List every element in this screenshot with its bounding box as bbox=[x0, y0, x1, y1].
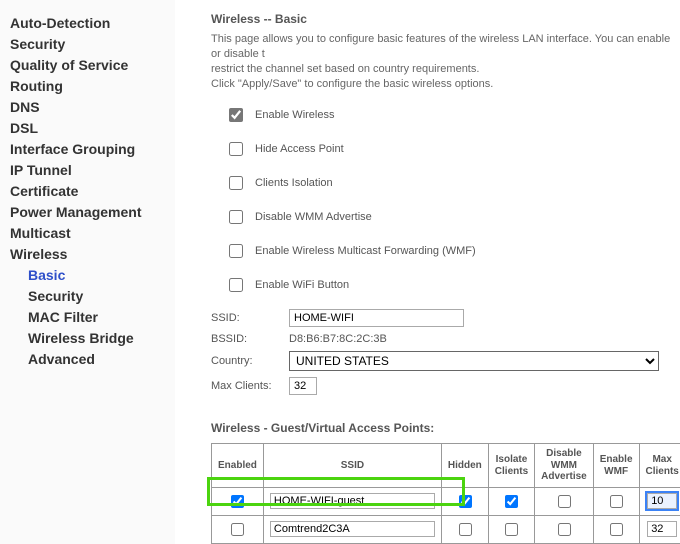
sidebar-item-routing[interactable]: Routing bbox=[10, 76, 167, 96]
guest-enabled-checkbox[interactable] bbox=[231, 495, 244, 508]
max-clients-label: Max Clients: bbox=[211, 380, 289, 392]
disable-wmm-checkbox[interactable] bbox=[229, 210, 243, 224]
guest-isolate-checkbox[interactable] bbox=[505, 523, 518, 536]
sidebar-item-power-management[interactable]: Power Management bbox=[10, 202, 167, 222]
guest-isolate-checkbox[interactable] bbox=[505, 495, 518, 508]
country-select[interactable]: UNITED STATES bbox=[289, 351, 659, 371]
sidebar-sub-mac-filter[interactable]: MAC Filter bbox=[10, 307, 167, 327]
guest-disable-wmm-checkbox[interactable] bbox=[558, 523, 571, 536]
sidebar-item-certificate[interactable]: Certificate bbox=[10, 181, 167, 201]
max-clients-row: Max Clients: bbox=[211, 377, 680, 395]
bssid-label: BSSID: bbox=[211, 333, 289, 345]
sidebar-item-interface-grouping[interactable]: Interface Grouping bbox=[10, 139, 167, 159]
enable-wifi-button-row: Enable WiFi Button bbox=[225, 275, 680, 295]
guest-ssid-input[interactable] bbox=[270, 493, 435, 509]
ssid-input[interactable] bbox=[289, 309, 464, 327]
guest-hidden-checkbox[interactable] bbox=[459, 523, 472, 536]
guest-enabled-checkbox[interactable] bbox=[231, 523, 244, 536]
clients-isolation-label: Clients Isolation bbox=[255, 177, 333, 189]
guest-max-clients-input[interactable] bbox=[647, 493, 677, 509]
enable-wifi-button-checkbox[interactable] bbox=[229, 278, 243, 292]
country-label: Country: bbox=[211, 355, 289, 367]
sidebar-sub-advanced[interactable]: Advanced bbox=[10, 349, 167, 369]
hide-ap-label: Hide Access Point bbox=[255, 143, 344, 155]
guest-hidden-checkbox[interactable] bbox=[459, 495, 472, 508]
max-clients-input[interactable] bbox=[289, 377, 317, 395]
enable-wireless-row: Enable Wireless bbox=[225, 105, 680, 125]
guest-enable-wmf-checkbox[interactable] bbox=[610, 495, 623, 508]
enable-wireless-label: Enable Wireless bbox=[255, 109, 334, 121]
guest-th-ssid: SSID bbox=[263, 444, 441, 488]
country-row: Country: UNITED STATES bbox=[211, 351, 680, 371]
enable-wifi-button-label: Enable WiFi Button bbox=[255, 279, 349, 291]
guest-th-max-clients: Max Clients bbox=[639, 444, 680, 488]
page-title: Wireless -- Basic bbox=[211, 12, 680, 26]
hide-ap-row: Hide Access Point bbox=[225, 139, 680, 159]
enable-wmf-row: Enable Wireless Multicast Forwarding (WM… bbox=[225, 241, 680, 261]
sidebar-item-auto-detection[interactable]: Auto-Detection bbox=[10, 13, 167, 33]
guest-table: Enabled SSID Hidden Isolate Clients Disa… bbox=[211, 443, 680, 544]
guest-th-enabled: Enabled bbox=[212, 444, 264, 488]
sidebar: Auto-Detection Security Quality of Servi… bbox=[0, 0, 175, 544]
page-intro: This page allows you to configure basic … bbox=[211, 32, 671, 91]
guest-th-disable-wmm: Disable WMM Advertise bbox=[535, 444, 594, 488]
bssid-value: D8:B6:B7:8C:2C:3B bbox=[289, 333, 387, 345]
clients-isolation-row: Clients Isolation bbox=[225, 173, 680, 193]
enable-wmf-checkbox[interactable] bbox=[229, 244, 243, 258]
sidebar-item-multicast[interactable]: Multicast bbox=[10, 223, 167, 243]
enable-wmf-label: Enable Wireless Multicast Forwarding (WM… bbox=[255, 245, 476, 257]
sidebar-item-ip-tunnel[interactable]: IP Tunnel bbox=[10, 160, 167, 180]
guest-enable-wmf-checkbox[interactable] bbox=[610, 523, 623, 536]
bssid-row: BSSID: D8:B6:B7:8C:2C:3B bbox=[211, 333, 680, 345]
guest-th-enable-wmf: Enable WMF bbox=[593, 444, 639, 488]
disable-wmm-row: Disable WMM Advertise bbox=[225, 207, 680, 227]
disable-wmm-label: Disable WMM Advertise bbox=[255, 211, 372, 223]
guest-max-clients-input[interactable] bbox=[647, 521, 677, 537]
sidebar-item-dsl[interactable]: DSL bbox=[10, 118, 167, 138]
ssid-label: SSID: bbox=[211, 312, 289, 324]
guest-section-title: Wireless - Guest/Virtual Access Points: bbox=[211, 421, 680, 435]
sidebar-item-qos[interactable]: Quality of Service bbox=[10, 55, 167, 75]
guest-th-isolate: Isolate Clients bbox=[488, 444, 534, 488]
guest-ssid-input[interactable] bbox=[270, 521, 435, 537]
guest-row bbox=[212, 487, 680, 515]
guest-th-hidden: Hidden bbox=[441, 444, 488, 488]
guest-disable-wmm-checkbox[interactable] bbox=[558, 495, 571, 508]
sidebar-item-security[interactable]: Security bbox=[10, 34, 167, 54]
sidebar-item-wireless[interactable]: Wireless bbox=[10, 244, 167, 264]
ssid-row: SSID: bbox=[211, 309, 680, 327]
content: Wireless -- Basic This page allows you t… bbox=[175, 0, 680, 544]
guest-row bbox=[212, 515, 680, 543]
clients-isolation-checkbox[interactable] bbox=[229, 176, 243, 190]
sidebar-sub-wireless-bridge[interactable]: Wireless Bridge bbox=[10, 328, 167, 348]
hide-ap-checkbox[interactable] bbox=[229, 142, 243, 156]
sidebar-item-dns[interactable]: DNS bbox=[10, 97, 167, 117]
sidebar-sub-security[interactable]: Security bbox=[10, 286, 167, 306]
enable-wireless-checkbox[interactable] bbox=[229, 108, 243, 122]
sidebar-sub-basic[interactable]: Basic bbox=[10, 265, 167, 285]
